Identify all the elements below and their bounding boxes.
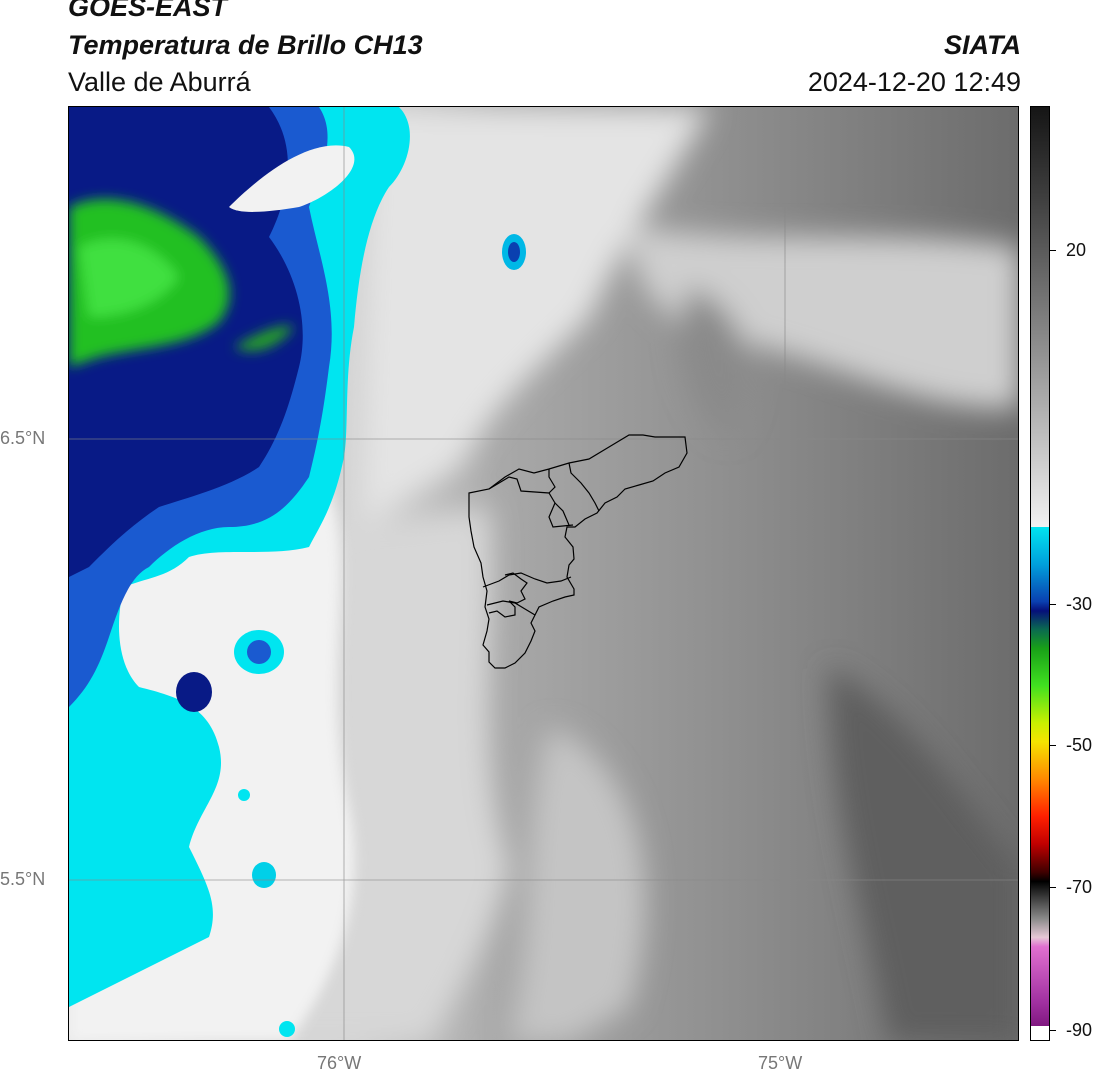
colorbar-label-20: 20 <box>1066 240 1087 260</box>
colorbar-gradient <box>1031 107 1049 1040</box>
cloud-gap <box>229 145 355 212</box>
lat-label-6-5: 6.5°N <box>0 428 46 448</box>
lat-label-5-5: 5.5°N <box>0 869 46 889</box>
lon-label-76w: 76°W <box>317 1053 362 1073</box>
title-main: GOES-EAST <box>68 0 228 22</box>
map-svg <box>69 107 1018 1040</box>
title-region: Valle de Aburrá <box>68 67 251 97</box>
brand-label: SIATA <box>944 30 1021 60</box>
cold-cloud-green <box>69 198 294 367</box>
colorbar-tick <box>1050 887 1056 888</box>
valley-boundary <box>468 434 688 669</box>
cloud-cell <box>279 1021 295 1037</box>
satellite-map[interactable] <box>68 106 1019 1041</box>
colorbar <box>1030 106 1050 1041</box>
cloud-cell <box>508 242 520 262</box>
colorbar-tick <box>1050 745 1056 746</box>
colorbar-label-minus30: -30 <box>1066 594 1093 614</box>
colorbar-tick <box>1050 1030 1056 1031</box>
colorbar-label-minus70: -70 <box>1066 877 1093 897</box>
colorbar-tick <box>1050 250 1056 251</box>
cloud-cell <box>363 127 395 147</box>
timestamp-label: 2024-12-20 12:49 <box>807 67 1021 97</box>
cloud-cell <box>176 672 212 712</box>
colorbar-label-minus90: -90 <box>1066 1020 1093 1040</box>
cloud-cell <box>252 862 276 888</box>
cloud-cell <box>247 640 271 664</box>
title-sub: Temperatura de Brillo CH13 <box>68 30 423 60</box>
lon-label-75w: 75°W <box>758 1053 803 1073</box>
cloud-cell <box>238 789 250 801</box>
colorbar-svg <box>1031 107 1049 1040</box>
colorbar-label-minus50: -50 <box>1066 735 1093 755</box>
colorbar-tick <box>1050 604 1056 605</box>
gridlines <box>69 107 1018 1040</box>
